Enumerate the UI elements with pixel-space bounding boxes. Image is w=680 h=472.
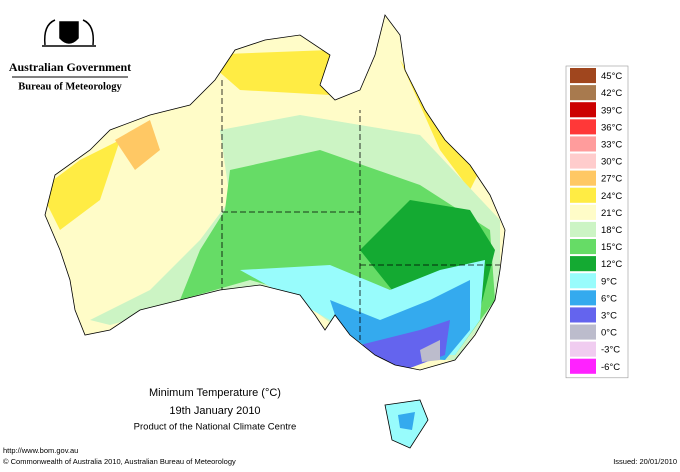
legend-swatch: [570, 68, 596, 84]
legend-label: 33°C: [601, 139, 622, 150]
legend-label: 36°C: [601, 122, 622, 133]
map-title: Minimum Temperature (°C): [149, 387, 281, 399]
map-date: 19th January 2010: [169, 405, 260, 417]
legend-swatch: [570, 358, 596, 374]
legend-swatch: [570, 239, 596, 255]
legend-swatch: [570, 273, 596, 289]
legend-swatch: [570, 136, 596, 152]
agency-name: Australian Government: [9, 60, 131, 74]
legend-label: 18°C: [601, 225, 622, 236]
map-product: Product of the National Climate Centre: [134, 422, 297, 433]
legend-swatch: [570, 170, 596, 186]
legend: 45°C 42°C 39°C 36°C 33°C 30°C 27°C 24°C 21°C 18°C…: [565, 65, 629, 379]
footer-url: http://www.bom.gov.au: [3, 446, 78, 455]
legend-swatch: [570, 204, 596, 220]
legend-label: -6°C: [601, 362, 620, 373]
legend-swatch: [570, 341, 596, 357]
legend-swatch: [570, 119, 596, 135]
legend-swatch: [570, 324, 596, 340]
legend-label: 45°C: [601, 71, 622, 82]
footer-copyright: © Commonwealth of Australia 2010, Austra…: [3, 457, 236, 466]
legend-swatch: [570, 256, 596, 272]
legend-label: 12°C: [601, 259, 622, 270]
coastline: [44, 14, 506, 371]
legend-label: 9°C: [601, 276, 617, 287]
legend-swatch: [570, 187, 596, 203]
legend-label: 21°C: [601, 208, 622, 219]
legend-label: 39°C: [601, 105, 622, 116]
legend-label: 3°C: [601, 310, 617, 321]
legend-label: 42°C: [601, 88, 622, 99]
bureau-name: Bureau of Meteorology: [18, 81, 122, 92]
legend-swatch: [570, 221, 596, 237]
legend-swatch: [570, 290, 596, 306]
legend-label: 27°C: [601, 174, 622, 185]
footer-issued: Issued: 20/01/2010: [613, 457, 677, 466]
legend-label: 6°C: [601, 293, 617, 304]
legend-swatch: [570, 102, 596, 118]
coat-of-arms: [42, 19, 96, 47]
legend-label: 30°C: [601, 157, 622, 168]
legend-label: 24°C: [601, 191, 622, 202]
legend-swatch: [570, 153, 596, 169]
tasmania-cold: [398, 412, 415, 430]
legend-swatch: [570, 307, 596, 323]
legend-label: 0°C: [601, 328, 617, 339]
legend-label: 15°C: [601, 242, 622, 253]
legend-label: -3°C: [601, 345, 620, 356]
legend-swatch: [570, 85, 596, 101]
